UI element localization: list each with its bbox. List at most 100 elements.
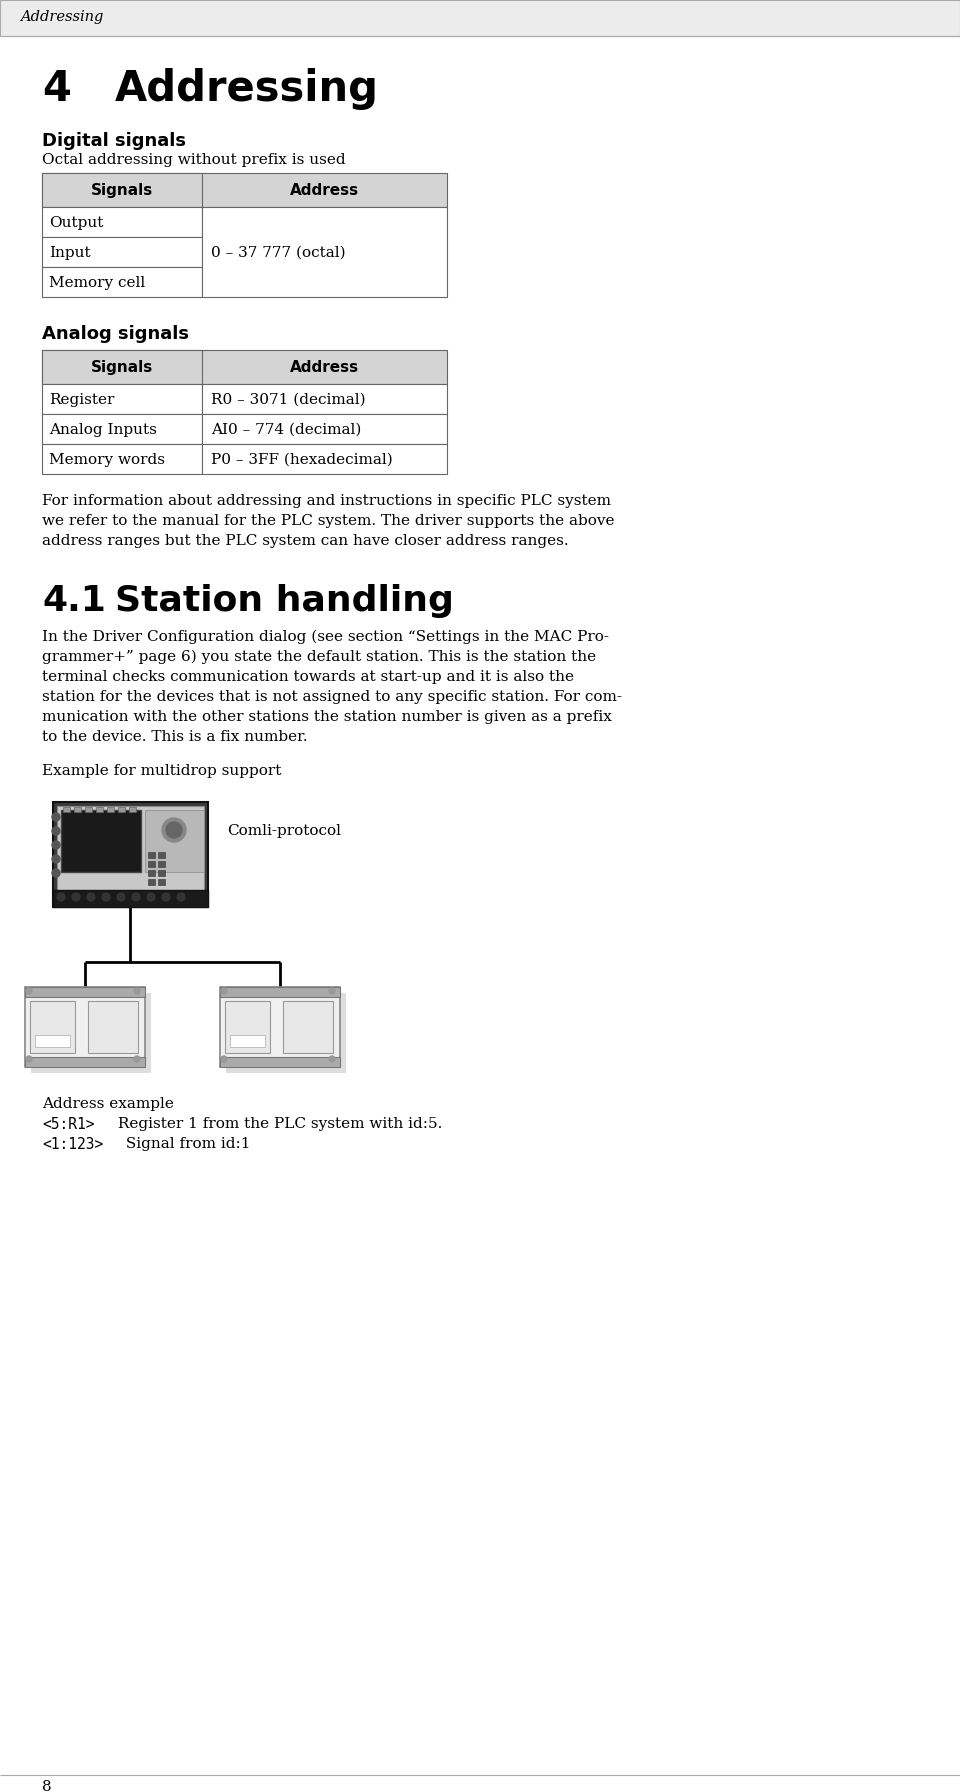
Text: Signals: Signals: [91, 183, 154, 197]
Bar: [225, 1002, 270, 1054]
Text: AI0 – 774 (decimal): AI0 – 774 (decimal): [211, 423, 361, 437]
Bar: [30, 1002, 75, 1054]
Bar: [42, 174, 202, 208]
Text: Analog signals: Analog signals: [42, 324, 189, 342]
Text: Address: Address: [290, 183, 359, 197]
Circle shape: [134, 987, 140, 995]
Text: to the device. This is a fix number.: to the device. This is a fix number.: [42, 729, 307, 744]
Bar: [202, 414, 447, 444]
Bar: [148, 880, 155, 885]
Bar: [158, 851, 165, 858]
Bar: [42, 383, 202, 414]
Bar: [96, 806, 103, 812]
Text: Address example: Address example: [42, 1097, 174, 1111]
Text: Addressing: Addressing: [115, 68, 379, 109]
Bar: [61, 810, 141, 873]
Bar: [118, 806, 125, 812]
Bar: [53, 803, 208, 907]
Text: address ranges but the PLC system can have closer address ranges.: address ranges but the PLC system can ha…: [42, 534, 568, 548]
Circle shape: [147, 892, 155, 901]
Text: 0 – 37 777 (octal): 0 – 37 777 (octal): [211, 246, 346, 260]
Bar: [0, 0, 960, 36]
Circle shape: [329, 987, 335, 995]
Text: station for the devices that is not assigned to any specific station. For com-: station for the devices that is not assi…: [42, 690, 622, 704]
Bar: [53, 891, 208, 907]
Circle shape: [162, 892, 170, 901]
Text: <5:R1>: <5:R1>: [42, 1116, 94, 1133]
Text: Id:5: Id:5: [298, 1005, 328, 1020]
Circle shape: [72, 892, 80, 901]
Circle shape: [117, 892, 125, 901]
Circle shape: [162, 817, 186, 842]
Bar: [57, 806, 204, 892]
Text: 4.1: 4.1: [42, 584, 106, 618]
Bar: [85, 806, 92, 812]
Text: Example for multidrop support: Example for multidrop support: [42, 763, 281, 778]
Circle shape: [57, 892, 65, 901]
Text: Register: Register: [49, 392, 114, 407]
Circle shape: [52, 855, 60, 864]
Bar: [202, 444, 447, 475]
Bar: [25, 987, 145, 1066]
Bar: [42, 208, 202, 237]
Text: <1:123>: <1:123>: [42, 1136, 104, 1152]
Bar: [31, 993, 151, 1073]
Text: Memory cell: Memory cell: [49, 276, 145, 290]
Bar: [158, 869, 165, 876]
Text: Digital signals: Digital signals: [42, 133, 186, 151]
Text: Station handling: Station handling: [115, 584, 454, 618]
Text: Addressing: Addressing: [20, 11, 104, 23]
Bar: [25, 987, 145, 996]
Text: grammer+” page 6) you state the default station. This is the station the: grammer+” page 6) you state the default …: [42, 650, 596, 665]
Bar: [283, 1002, 333, 1054]
Bar: [42, 349, 447, 383]
Bar: [35, 1036, 70, 1047]
Bar: [42, 174, 447, 208]
Bar: [230, 1036, 265, 1047]
Text: In the Driver Configuration dialog (see section “Settings in the MAC Pro-: In the Driver Configuration dialog (see …: [42, 631, 609, 645]
Text: P0 – 3FF (hexadecimal): P0 – 3FF (hexadecimal): [211, 453, 393, 468]
Text: Octal addressing without prefix is used: Octal addressing without prefix is used: [42, 152, 346, 167]
Bar: [42, 414, 202, 444]
Circle shape: [221, 1055, 227, 1063]
Circle shape: [52, 840, 60, 849]
Circle shape: [52, 826, 60, 835]
Text: munication with the other stations the station number is given as a prefix: munication with the other stations the s…: [42, 710, 612, 724]
Circle shape: [52, 814, 60, 821]
Text: Input: Input: [49, 246, 90, 260]
Bar: [42, 444, 202, 475]
Text: Comli-protocol: Comli-protocol: [227, 824, 341, 839]
Bar: [202, 208, 447, 297]
Text: Signals: Signals: [91, 360, 154, 375]
Circle shape: [26, 1055, 32, 1063]
Bar: [202, 383, 447, 414]
Circle shape: [52, 869, 60, 876]
Bar: [74, 806, 81, 812]
Text: R0 – 3071 (decimal): R0 – 3071 (decimal): [211, 392, 366, 407]
Circle shape: [166, 823, 182, 839]
Text: Memory words: Memory words: [49, 453, 165, 468]
Circle shape: [221, 987, 227, 995]
Circle shape: [87, 892, 95, 901]
Text: Register 1 from the PLC system with id:5.: Register 1 from the PLC system with id:5…: [113, 1116, 443, 1131]
Bar: [226, 993, 346, 1073]
Text: 4: 4: [42, 68, 71, 109]
Text: For information about addressing and instructions in specific PLC system: For information about addressing and ins…: [42, 495, 611, 507]
Bar: [148, 869, 155, 876]
Bar: [42, 349, 202, 383]
Bar: [158, 860, 165, 867]
Bar: [129, 806, 136, 812]
Text: terminal checks communication towards at start-up and it is also the: terminal checks communication towards at…: [42, 670, 574, 685]
Bar: [158, 880, 165, 885]
Circle shape: [134, 1055, 140, 1063]
Bar: [88, 1002, 138, 1054]
Text: we refer to the manual for the PLC system. The driver supports the above: we refer to the manual for the PLC syste…: [42, 514, 614, 529]
Text: 8: 8: [42, 1779, 52, 1792]
Circle shape: [177, 892, 185, 901]
Circle shape: [132, 892, 140, 901]
Bar: [42, 237, 202, 267]
Bar: [220, 987, 340, 1066]
Circle shape: [26, 987, 32, 995]
Bar: [145, 810, 204, 873]
Text: Address: Address: [290, 360, 359, 375]
